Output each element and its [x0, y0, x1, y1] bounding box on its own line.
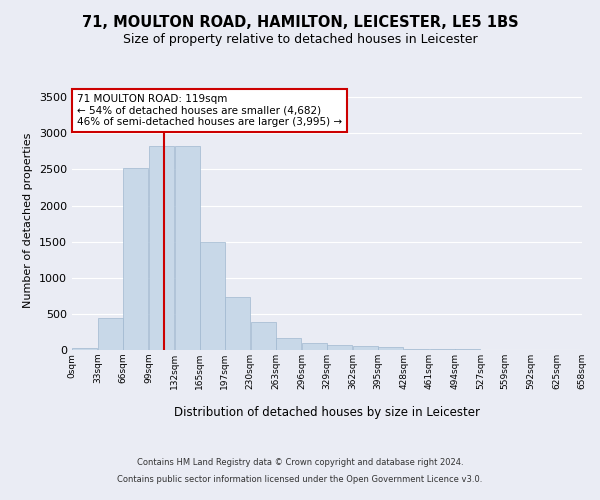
- Text: Contains HM Land Registry data © Crown copyright and database right 2024.: Contains HM Land Registry data © Crown c…: [137, 458, 463, 467]
- Bar: [200, 242, 225, 350]
- Bar: [149, 146, 174, 350]
- Bar: [124, 168, 148, 350]
- Bar: [225, 296, 250, 350]
- Bar: [328, 345, 352, 350]
- Text: 71, MOULTON ROAD, HAMILTON, LEICESTER, LE5 1BS: 71, MOULTON ROAD, HAMILTON, LEICESTER, L…: [82, 15, 518, 30]
- Text: Distribution of detached houses by size in Leicester: Distribution of detached houses by size …: [174, 406, 480, 419]
- Bar: [276, 338, 301, 350]
- Bar: [73, 348, 97, 350]
- Bar: [302, 343, 326, 350]
- Bar: [379, 348, 403, 350]
- Bar: [353, 346, 378, 350]
- Text: Size of property relative to detached houses in Leicester: Size of property relative to detached ho…: [122, 34, 478, 46]
- Text: 71 MOULTON ROAD: 119sqm
← 54% of detached houses are smaller (4,682)
46% of semi: 71 MOULTON ROAD: 119sqm ← 54% of detache…: [77, 94, 342, 127]
- Y-axis label: Number of detached properties: Number of detached properties: [23, 132, 34, 308]
- Text: Contains public sector information licensed under the Open Government Licence v3: Contains public sector information licen…: [118, 476, 482, 484]
- Bar: [98, 318, 123, 350]
- Bar: [404, 348, 429, 350]
- Bar: [175, 146, 200, 350]
- Bar: [251, 322, 275, 350]
